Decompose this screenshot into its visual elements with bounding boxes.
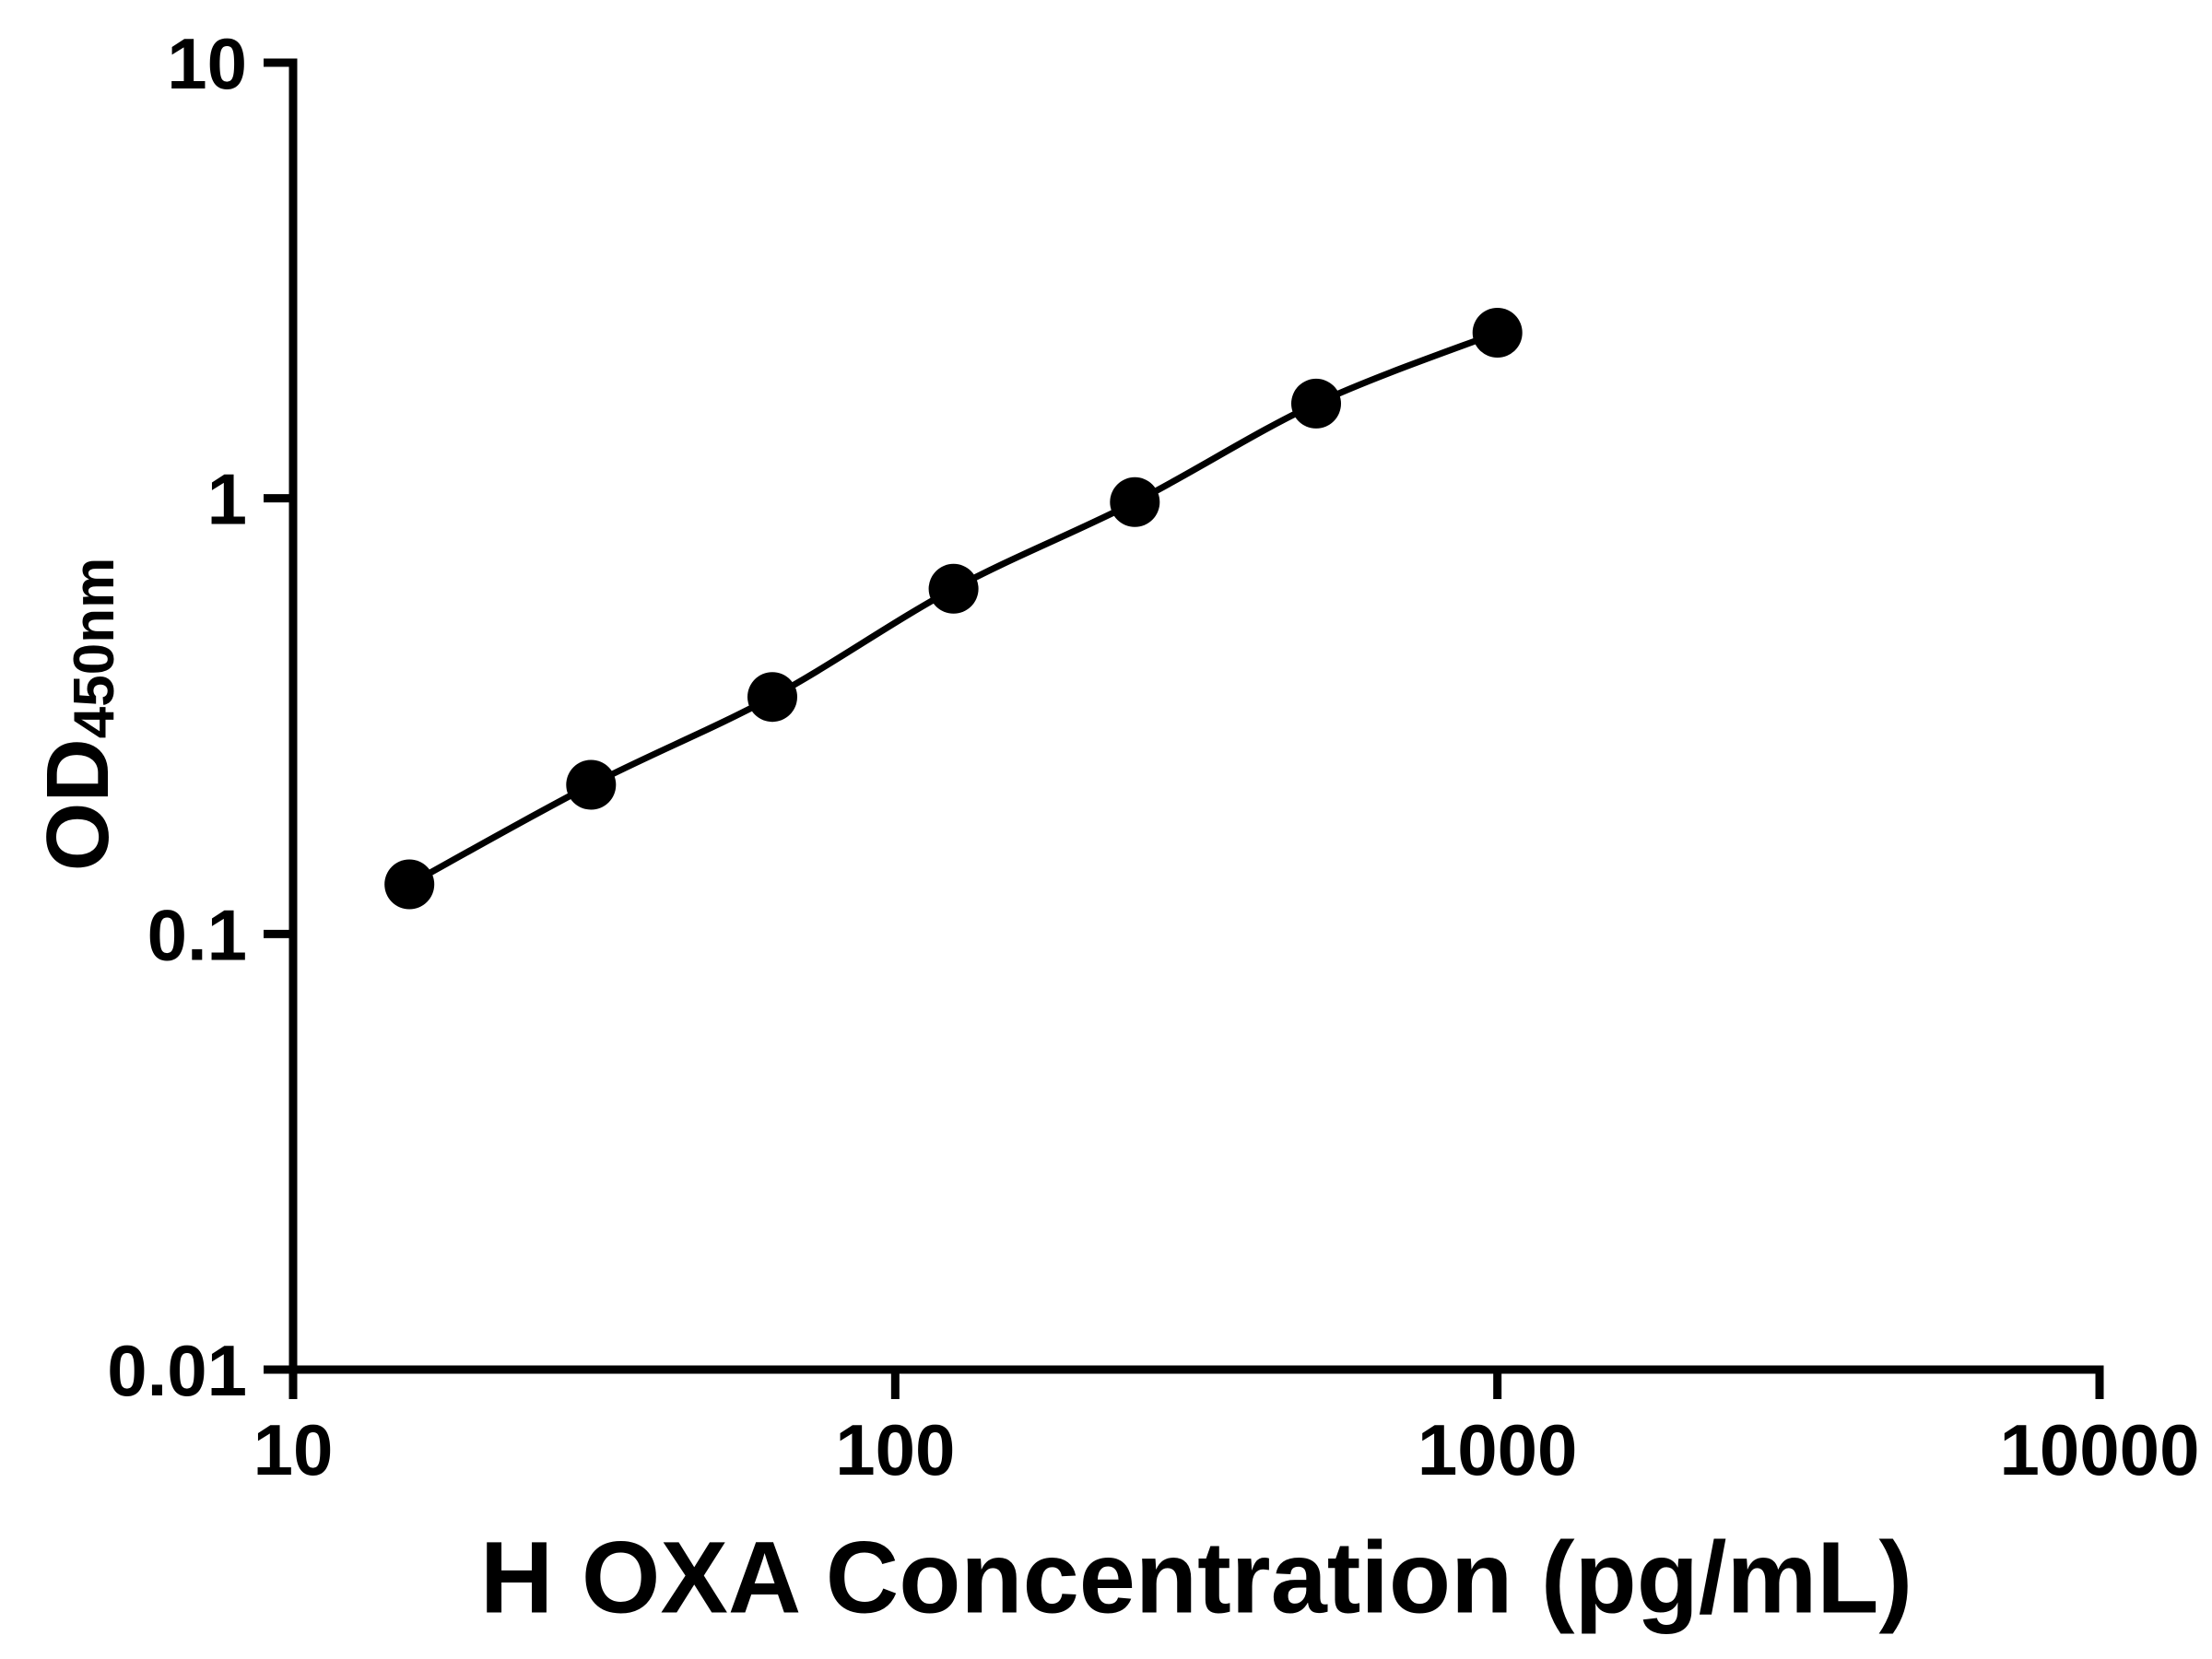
series-points [384,308,1523,910]
y-tick-labels: 0.01 0.1 1 10 [107,23,247,1411]
data-point [928,563,979,614]
data-point [747,672,797,723]
x-tick-label: 10 [253,1409,334,1490]
data-point [384,859,435,910]
axes [288,58,2104,1374]
y-axis-title-subscript: 450nm [63,557,126,739]
y-axis-title: OD450nm [28,558,129,871]
y-axis-title-main: OD [29,738,127,872]
data-point [566,759,617,810]
data-point [1110,477,1160,527]
y-tick-label: 0.01 [107,1330,247,1411]
x-tick-label: 100 [835,1409,955,1490]
x-tick-labels: 10 100 1000 10000 [253,1409,2200,1490]
y-tick-label: 1 [207,459,247,540]
x-tick-label: 10000 [2000,1409,2200,1490]
data-point [1472,308,1523,358]
x-tick-label: 1000 [1418,1409,1578,1490]
x-axis-title: H OXA Concentration (pg/mL) [479,1521,1913,1635]
y-tick-label: 0.1 [147,894,247,975]
tick-marks [264,58,2104,1399]
data-point [1291,378,1341,429]
y-tick-label: 10 [167,23,247,104]
